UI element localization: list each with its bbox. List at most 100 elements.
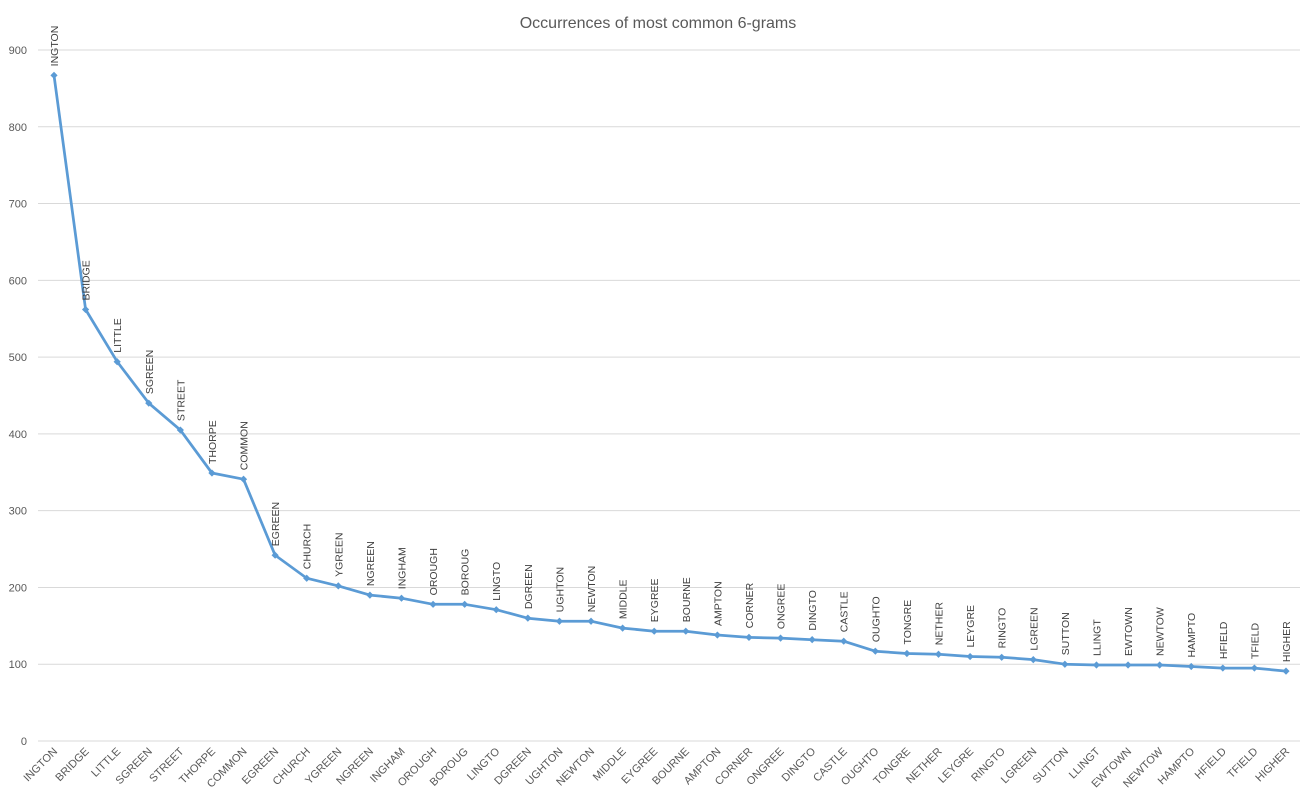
data-point [871, 647, 879, 655]
data-label: BRIDGE [81, 260, 93, 300]
y-tick-label: 200 [9, 582, 27, 594]
series-line [52, 75, 1287, 673]
data-point [524, 614, 532, 622]
data-point [492, 606, 500, 614]
data-point [461, 600, 469, 608]
data-point [1029, 656, 1037, 664]
data-label: OROUGH [428, 548, 440, 595]
data-label: THORPE [207, 420, 219, 464]
data-point [176, 426, 184, 434]
data-point [934, 650, 943, 658]
gridlines [38, 49, 1300, 742]
x-tick-label: INGTON [22, 746, 61, 785]
data-point [271, 551, 279, 559]
data-point [1282, 667, 1290, 675]
data-label: COMMON [239, 421, 251, 470]
data-label: OUGHTO [870, 596, 882, 642]
data-label: HFIELD [1218, 621, 1230, 659]
data-label: NEWTOW [1155, 607, 1167, 656]
data-label: STREET [175, 379, 187, 421]
data-label: TONGRE [902, 600, 914, 645]
data-point [966, 652, 974, 661]
data-label: YGREEN [333, 533, 345, 577]
data-labels: INGTON BRIDGE LITTLE SGREEN STREET THORPE COMM… [49, 26, 1293, 662]
y-tick-label: 400 [9, 429, 27, 441]
data-label: EYGREE [649, 578, 661, 622]
data-label: TFIELD [1249, 622, 1261, 659]
y-tick-label: 100 [9, 659, 27, 671]
data-point [113, 358, 121, 366]
y-tick-label: 800 [9, 122, 27, 134]
data-label: LINGTO [491, 562, 503, 601]
data-label: LEYGRE [965, 605, 977, 648]
data-label: DGREEN [523, 564, 535, 609]
data-label: NGREEN [365, 541, 377, 586]
y-axis-ticks: 0 100 200 300 400 500 600 700 800 900 [9, 45, 27, 748]
data-point [208, 469, 216, 477]
data-point [808, 636, 816, 644]
data-point [1124, 661, 1132, 669]
data-label: RINGTO [997, 608, 1009, 649]
data-point [682, 627, 690, 635]
data-point [397, 594, 406, 602]
data-label: HAMPTO [1186, 613, 1198, 658]
data-point [555, 617, 564, 625]
data-point [619, 624, 627, 632]
data-point [1219, 664, 1227, 672]
y-tick-label: 0 [21, 736, 27, 748]
data-points [50, 71, 1290, 675]
series-line-group [52, 75, 1287, 673]
data-point [50, 71, 58, 79]
data-label: CORNER [744, 582, 756, 628]
data-label: LLINGT [1091, 619, 1103, 656]
data-label: ONGREE [776, 584, 788, 630]
data-point [1250, 664, 1259, 672]
data-label: NEWTON [586, 566, 598, 612]
data-point [713, 631, 721, 639]
data-label: SGREEN [144, 350, 156, 394]
data-point [1156, 661, 1164, 669]
data-point [1061, 660, 1069, 668]
data-point [903, 649, 911, 658]
x-axis-ticks: INGTONBRIDGELITTLESGREENSTREETTHORPECOMM… [22, 745, 1293, 790]
data-point [587, 617, 595, 625]
data-point [1092, 661, 1101, 669]
x-tick-label: LEYGRE [936, 746, 976, 786]
data-label: BOURNE [681, 577, 693, 622]
data-label: UGHTON [554, 567, 566, 612]
data-label: CASTLE [839, 591, 851, 632]
data-point [366, 591, 374, 599]
y-tick-label: 500 [9, 352, 27, 364]
data-point [745, 633, 753, 641]
data-point [998, 653, 1006, 661]
data-point [1187, 662, 1195, 671]
x-tick-label: HFIELD [1193, 746, 1229, 782]
data-label: INGTON [49, 26, 61, 67]
y-tick-label: 700 [9, 199, 27, 211]
data-point [81, 305, 90, 314]
data-point [840, 637, 848, 645]
data-point [239, 475, 248, 483]
x-tick-label: HIGHER [1253, 746, 1292, 785]
data-point [429, 600, 437, 608]
data-label: LITTLE [112, 318, 124, 352]
chart-title: Occurrences of most common 6-grams [520, 15, 797, 32]
data-point [650, 627, 658, 635]
data-label: INGHAM [396, 547, 408, 589]
data-label: MIDDLE [618, 579, 630, 619]
y-tick-label: 600 [9, 275, 27, 287]
data-point [776, 634, 785, 642]
data-label: CHURCH [302, 524, 314, 570]
data-label: DINGTO [807, 590, 819, 631]
y-tick-label: 300 [9, 506, 27, 518]
data-label: BOROUG [460, 549, 472, 596]
data-label: EGREEN [270, 502, 282, 546]
data-label: LGREEN [1028, 607, 1040, 650]
data-label: HIGHER [1281, 621, 1293, 662]
y-tick-label: 900 [9, 45, 27, 57]
data-label: SUTTON [1060, 612, 1072, 655]
data-label: AMPTON [712, 581, 724, 626]
data-point [334, 582, 342, 590]
